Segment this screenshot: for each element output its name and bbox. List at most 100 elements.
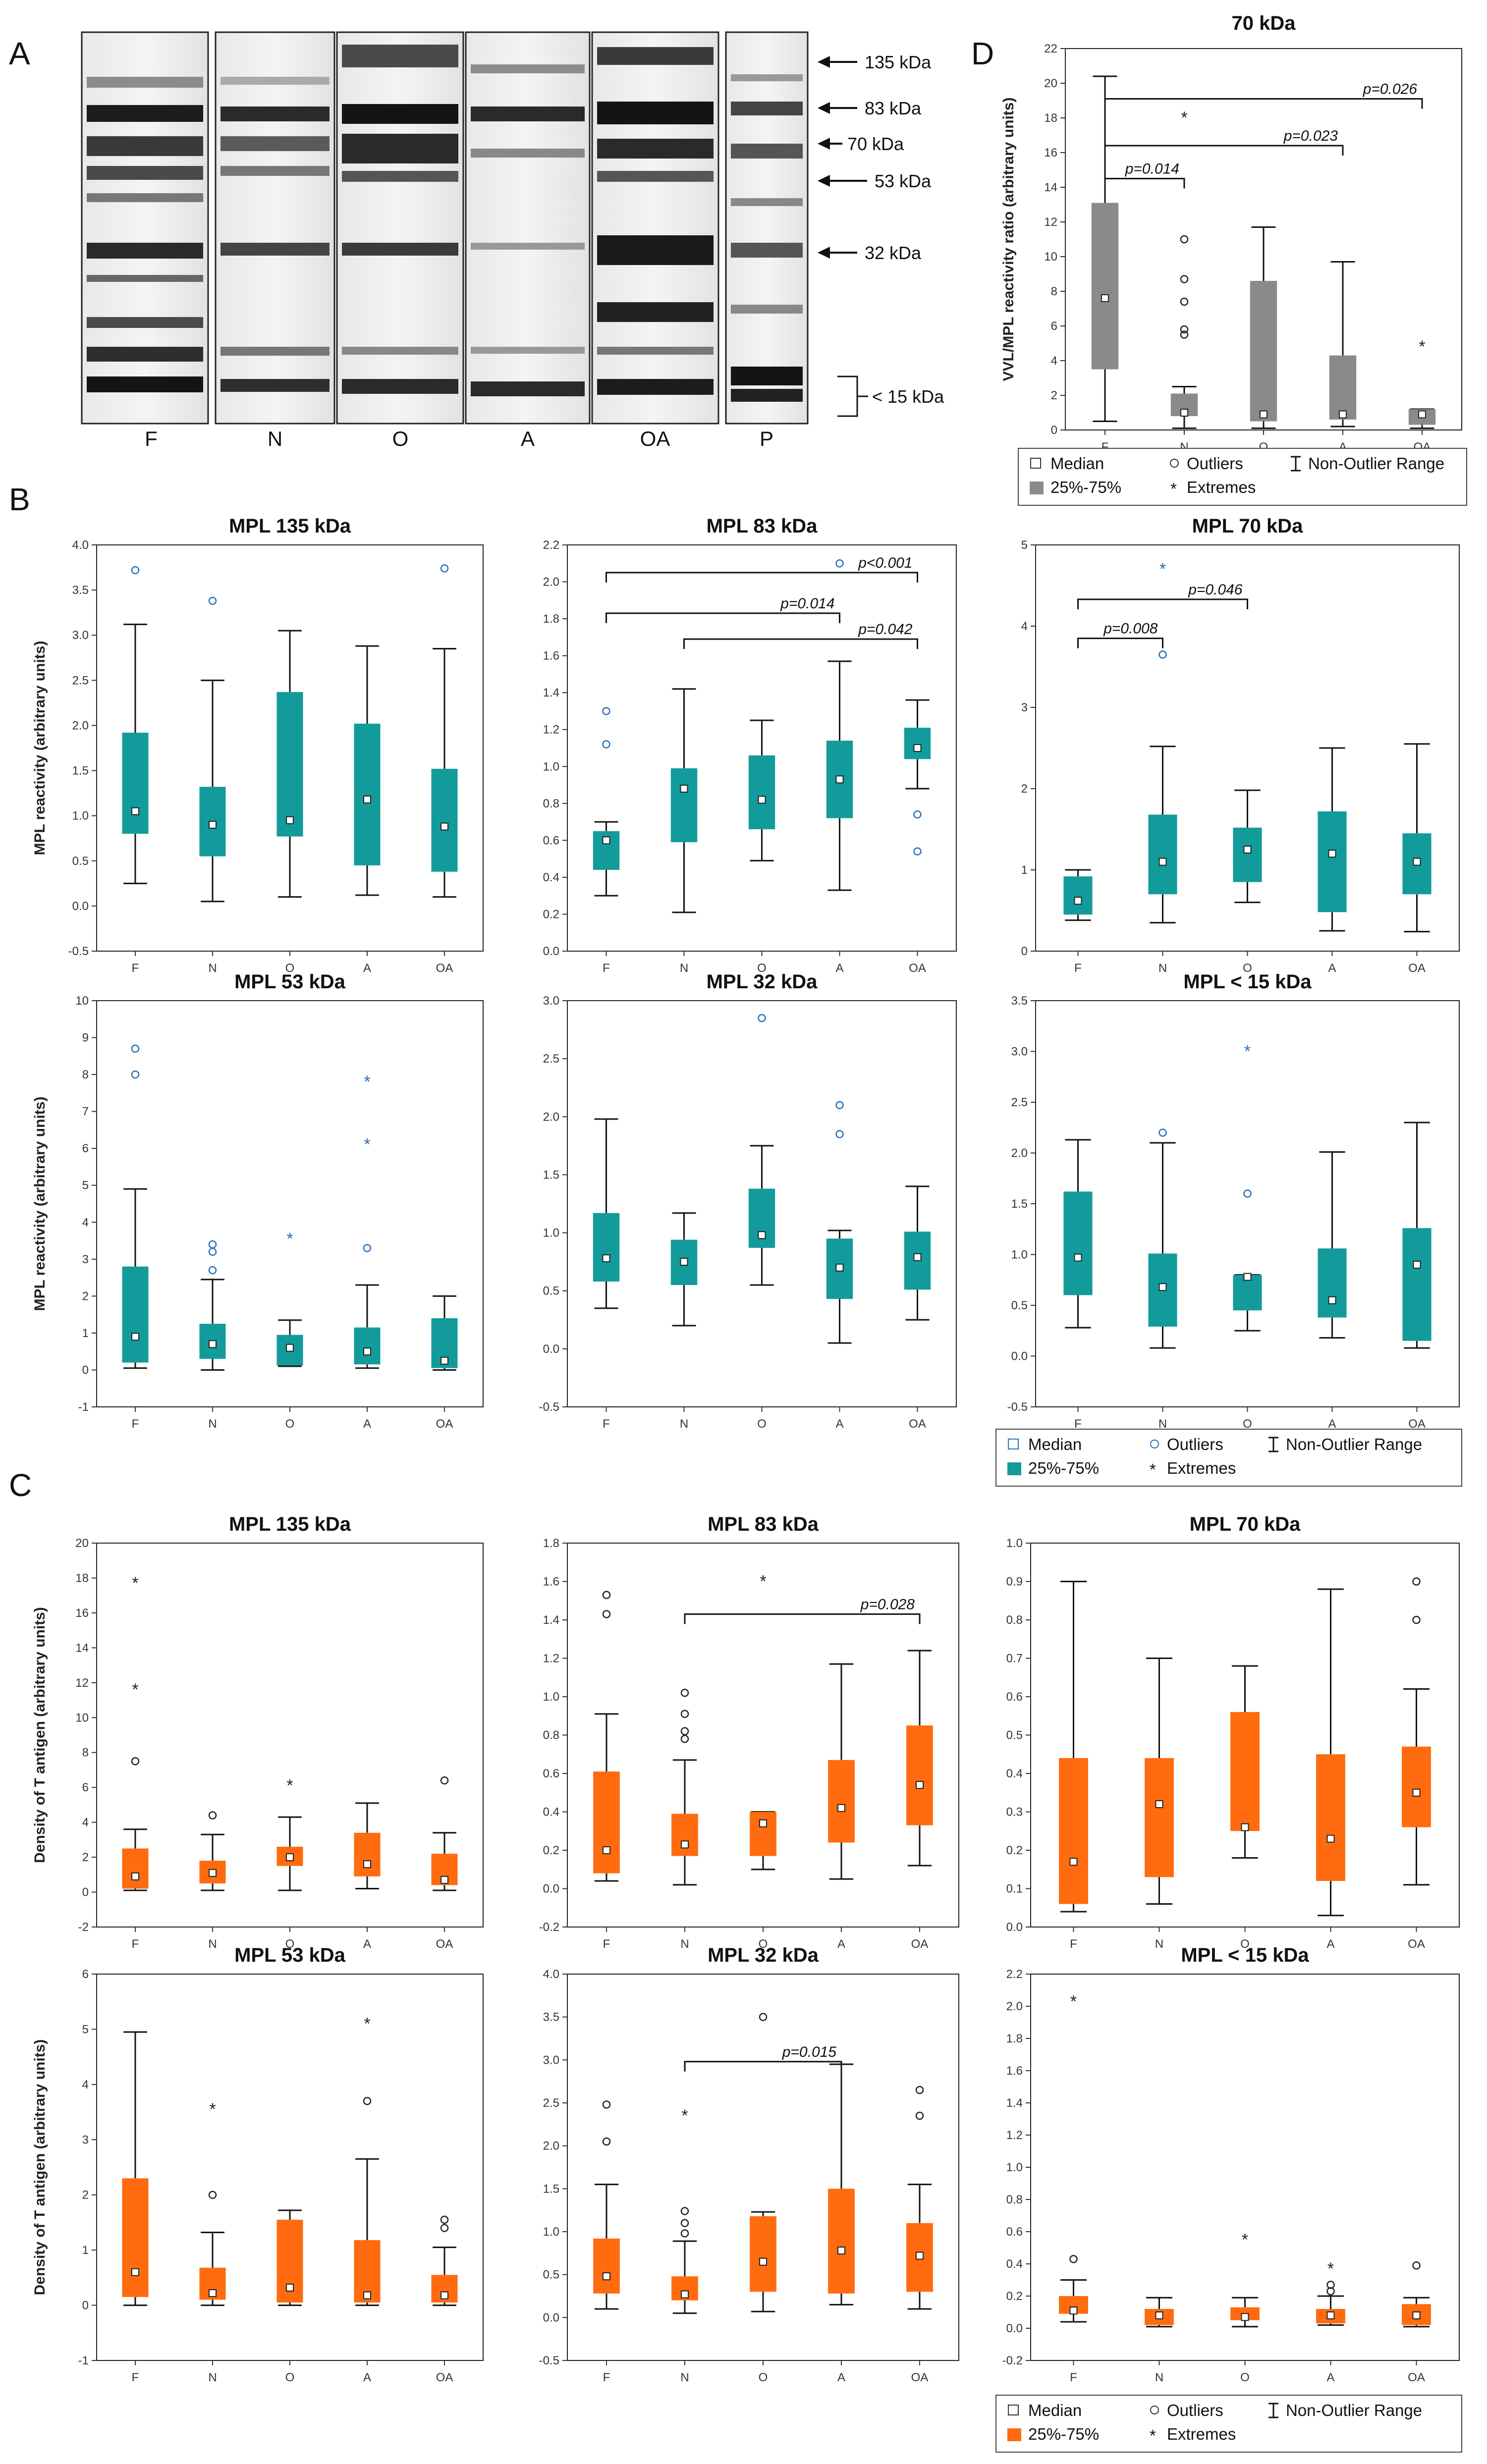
extreme-point: * — [364, 1072, 370, 1091]
iqr-box — [828, 1760, 855, 1843]
iqr-box — [1329, 355, 1357, 420]
marker-label-83: 83 kDa — [865, 98, 922, 118]
box-o — [748, 719, 775, 861]
median-marker — [681, 2290, 689, 2299]
bracket-line — [683, 638, 918, 649]
y-tick-label: 4 — [1021, 620, 1028, 633]
significance-bracket: p=0.046 — [1077, 582, 1248, 609]
panel-label-d: D — [971, 36, 994, 71]
median-marker — [1413, 857, 1421, 866]
x-tick-label: F — [132, 1937, 139, 1951]
y-tick-label: 2.0 — [543, 2140, 559, 2153]
bracket-line — [684, 2061, 842, 2072]
y-tick-label: 22 — [1044, 42, 1057, 55]
iqr-box — [1145, 1758, 1174, 1877]
y-tick-label: 0.1 — [1006, 1882, 1023, 1896]
y-tick-label: 20 — [1044, 77, 1057, 90]
y-tick-label: 0.3 — [1006, 1806, 1023, 1819]
extreme-point: * — [364, 1135, 370, 1154]
legend-range-label: Non-Outlier Range — [1286, 1435, 1422, 1453]
y-tick-label: 0.4 — [1006, 2257, 1023, 2271]
iqr-box — [122, 733, 149, 834]
y-tick-label: 2 — [1021, 782, 1028, 796]
x-tick-label: A — [1328, 1417, 1336, 1431]
chart-t-antigen-32kda: MPL 32 kDa -0.5 0.0 0.5 1.0 1.5 2.0 2.5 3.0 3.5 4.… — [539, 1944, 959, 2384]
box-o: * — [750, 1572, 776, 1871]
y-tick-label: 3.0 — [543, 994, 559, 1008]
y-tick-label: 16 — [1044, 146, 1057, 160]
y-tick-label: 2.0 — [1006, 2000, 1023, 2013]
box-a: * — [1316, 2259, 1345, 2326]
y-tick-label: -0.5 — [1007, 1400, 1028, 1414]
median-marker — [363, 1347, 371, 1356]
median-marker — [681, 1840, 689, 1849]
y-tick-label: 3.5 — [543, 2011, 559, 2024]
box-a: ** — [354, 1072, 381, 1369]
extreme-point: * — [132, 1680, 138, 1699]
y-tick-label: 2.5 — [543, 2096, 559, 2110]
median-marker — [209, 2289, 217, 2298]
median-marker — [680, 1258, 688, 1266]
y-tick-label: -0.2 — [1002, 2354, 1023, 2367]
iqr-box — [1233, 827, 1262, 882]
y-tick-label: 8 — [1051, 285, 1057, 298]
y-tick-label: 8 — [82, 1068, 89, 1081]
median-marker — [286, 816, 294, 824]
x-tick-label: OA — [911, 1937, 929, 1951]
y-tick-label: 4.0 — [543, 1968, 559, 1981]
outlier-point — [835, 559, 844, 568]
y-tick-label: 0.8 — [543, 797, 559, 810]
y-tick-label: 0.4 — [543, 1806, 559, 1819]
median-marker — [363, 2291, 371, 2300]
median-marker — [837, 1804, 845, 1812]
x-tick-label: A — [1326, 2371, 1334, 2384]
y-tick-label: 1.5 — [543, 2182, 559, 2196]
iqr-box — [593, 1771, 620, 1874]
iqr-box — [122, 1266, 149, 1363]
median-marker — [441, 1356, 448, 1365]
y-tick-label: 0.0 — [543, 945, 559, 958]
legend-outlier-swatch — [1150, 2406, 1159, 2414]
median-marker — [1328, 1296, 1336, 1304]
bracket-line — [1104, 145, 1344, 156]
blot-strip-a — [465, 31, 591, 425]
x-tick-label: OA — [1408, 962, 1426, 975]
box-n — [670, 688, 698, 913]
median-marker — [603, 1846, 610, 1854]
y-tick-label: 0.8 — [543, 1729, 559, 1742]
median-marker — [1412, 2311, 1421, 2319]
y-tick-label: 0.2 — [543, 1844, 559, 1857]
y-tick-label: 1.0 — [72, 809, 89, 823]
box-o — [276, 2209, 303, 2306]
median-marker — [1155, 1800, 1163, 1808]
outlier-point — [680, 1727, 689, 1735]
box-o — [748, 1014, 775, 1286]
box-oa — [1402, 1122, 1432, 1349]
y-tick-label: 0.4 — [1006, 1767, 1023, 1780]
box-oa — [1402, 743, 1432, 933]
lane-label-o: O — [392, 427, 409, 450]
outlier-point — [208, 596, 217, 605]
y-tick-label: 0.5 — [72, 855, 89, 868]
median-marker — [131, 807, 139, 815]
median-marker — [835, 775, 844, 784]
iqr-box — [276, 692, 303, 837]
box-f: * — [1059, 1992, 1088, 2323]
y-tick-label: 20 — [75, 1537, 89, 1550]
y-tick-label: 1.2 — [1006, 2129, 1023, 2142]
legend-median-label: Median — [1028, 2401, 1082, 2419]
x-tick-label: N — [208, 2371, 217, 2384]
legend-box-label: 25%-75% — [1050, 478, 1121, 496]
y-tick-label: 1.4 — [543, 686, 559, 699]
chart-title: MPL 53 kDa — [234, 971, 346, 993]
y-tick-label: 2.0 — [72, 719, 89, 732]
outlier-point — [131, 1070, 140, 1079]
outlier-point — [131, 566, 140, 575]
y-tick-label: 4 — [82, 1216, 89, 1229]
median-marker — [286, 2283, 294, 2292]
legend-median-swatch — [1008, 1439, 1019, 1449]
y-axis-label: Density of T antigen (arbitrary units) — [32, 1607, 48, 1863]
significance-bracket: p=0.014 — [1104, 161, 1185, 189]
box-a — [354, 1802, 381, 1889]
